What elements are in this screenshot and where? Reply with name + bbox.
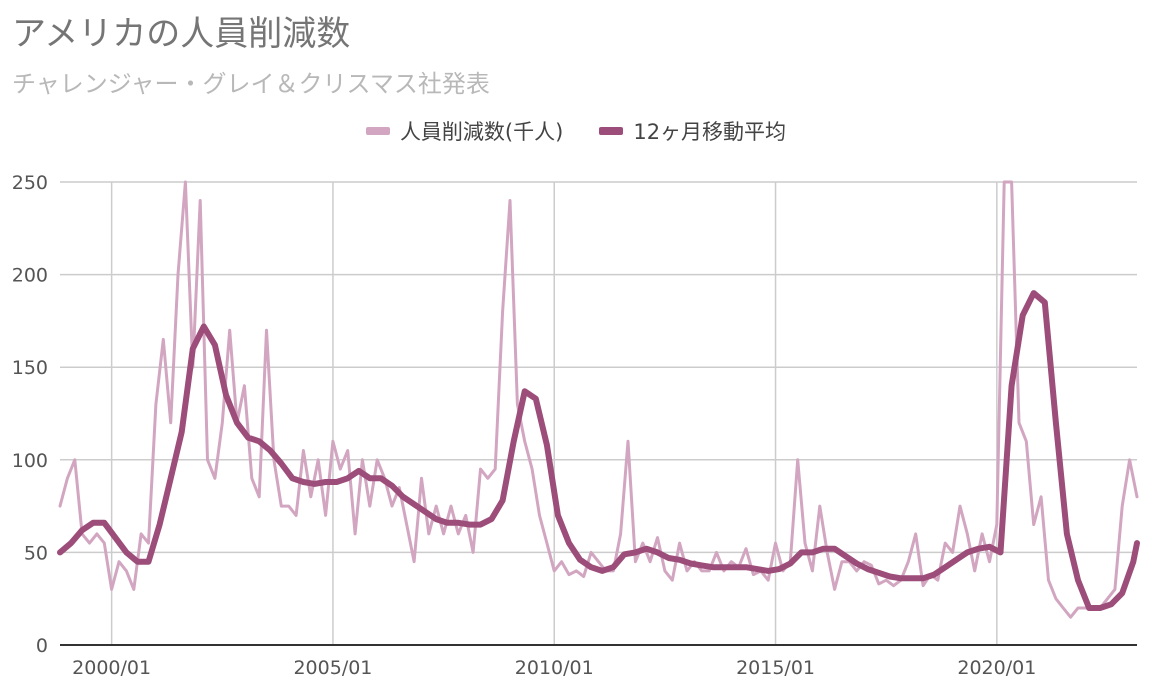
y-tick-label: 100 [12, 450, 48, 472]
series-line-raw [58, 180, 1139, 619]
x-tick-label: 2005/01 [293, 657, 372, 679]
y-tick-label: 50 [24, 542, 48, 564]
series-lines [57, 180, 1140, 619]
legend-item-raw[interactable]: 人員削減数(千人) [365, 116, 564, 146]
series-line-average [57, 290, 1140, 611]
y-tick-label: 250 [12, 172, 48, 194]
x-tick-label: 2015/01 [736, 657, 815, 679]
y-tick-label: 150 [12, 357, 48, 379]
legend-swatch-average [599, 127, 624, 135]
chart-subtitle: チャレンジャー・グレイ＆クリスマス社発表 [12, 70, 490, 98]
y-tick-label: 0 [36, 635, 48, 657]
legend-item-average[interactable]: 12ヶ月移動平均 [599, 116, 786, 146]
gridlines [60, 181, 1137, 645]
y-tick-label: 200 [12, 265, 48, 287]
x-tick-label: 2020/01 [957, 657, 1036, 679]
axes: 0 50 100 150 200 250 2000/01 2005/01 2010/01 2015… [12, 172, 1137, 679]
x-tick-label: 2000/01 [72, 657, 151, 679]
legend-label-average: 12ヶ月移動平均 [633, 120, 787, 144]
x-tick-label: 2010/01 [515, 657, 594, 679]
legend-swatch-raw [365, 127, 390, 135]
legend: 人員削減数(千人) 12ヶ月移動平均 [0, 116, 1152, 146]
legend-label-raw: 人員削減数(千人) [399, 120, 564, 144]
chart-title: アメリカの人員削減数 [12, 14, 351, 54]
